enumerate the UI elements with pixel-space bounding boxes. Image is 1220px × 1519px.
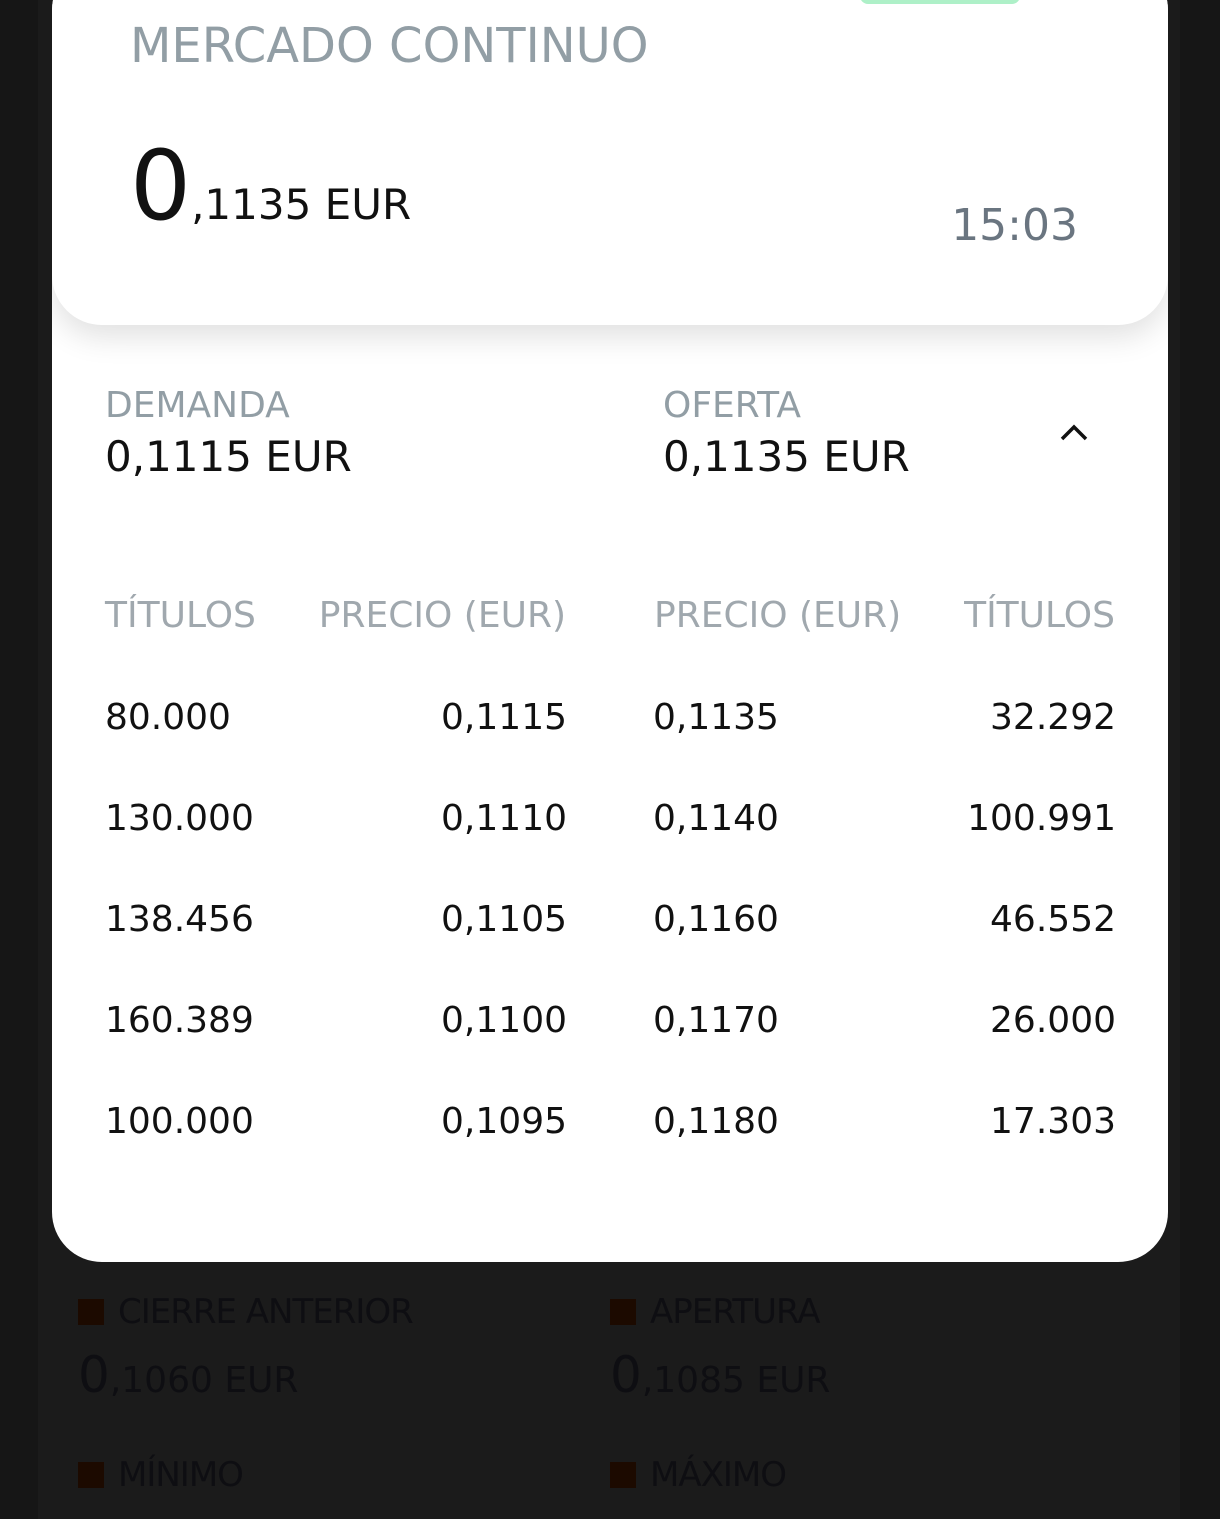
ask-value: 0,1135 EUR bbox=[663, 432, 910, 481]
stat-open: APERTURA 0,1085 EUR bbox=[610, 1292, 830, 1404]
stat-min: MÍNIMO bbox=[78, 1455, 244, 1495]
marker-icon bbox=[78, 1299, 104, 1325]
price-int: 0 bbox=[130, 130, 192, 242]
header-ask-qty: TÍTULOS bbox=[964, 595, 1115, 636]
cell-ask-price: 0,1140 bbox=[653, 798, 779, 839]
stat-label: MÁXIMO bbox=[650, 1455, 787, 1495]
cell-ask-qty: 17.303 bbox=[990, 1101, 1116, 1142]
ask-label: OFERTA bbox=[663, 385, 802, 426]
quote-time: 15:03 bbox=[951, 200, 1078, 251]
quote-card: MERCADO CONTINUO 0,1135 EUR 15:03 DEMAND… bbox=[52, 0, 1168, 1262]
header-ask-price: PRECIO (EUR) bbox=[654, 595, 902, 636]
ask-summary: OFERTA 0,1135 EUR bbox=[663, 385, 910, 481]
market-name: MERCADO CONTINUO bbox=[130, 18, 649, 74]
cell-bid-qty: 130.000 bbox=[105, 798, 254, 839]
cell-bid-qty: 100.000 bbox=[105, 1101, 254, 1142]
cell-ask-price: 0,1160 bbox=[653, 899, 779, 940]
bid-summary: DEMANDA 0,1115 EUR bbox=[105, 385, 352, 481]
cell-ask-qty: 32.292 bbox=[990, 697, 1116, 738]
header-bid-qty: TÍTULOS bbox=[105, 595, 256, 636]
cell-ask-price: 0,1170 bbox=[653, 1000, 779, 1041]
cell-bid-price: 0,1115 bbox=[441, 697, 567, 738]
cell-ask-price: 0,1180 bbox=[653, 1101, 779, 1142]
chevron-up-icon[interactable] bbox=[1056, 415, 1092, 451]
stat-int: 0 bbox=[610, 1346, 642, 1404]
stat-rest: ,1085 EUR bbox=[641, 1360, 831, 1401]
cell-bid-qty: 80.000 bbox=[105, 697, 231, 738]
bid-value: 0,1115 EUR bbox=[105, 432, 352, 481]
header-bid-price: PRECIO (EUR) bbox=[318, 595, 566, 636]
cell-bid-price: 0,1100 bbox=[441, 1000, 567, 1041]
marker-icon bbox=[610, 1299, 636, 1325]
cell-bid-price: 0,1105 bbox=[441, 899, 567, 940]
status-badge bbox=[860, 0, 1020, 4]
cell-ask-qty: 100.991 bbox=[967, 798, 1116, 839]
marker-icon bbox=[610, 1462, 636, 1488]
stat-rest: ,1060 EUR bbox=[109, 1360, 299, 1401]
cell-bid-qty: 160.389 bbox=[105, 1000, 254, 1041]
bid-label: DEMANDA bbox=[105, 385, 290, 426]
stat-max: MÁXIMO bbox=[610, 1455, 787, 1495]
price-rest: ,1135 EUR bbox=[191, 180, 412, 229]
cell-bid-price: 0,1095 bbox=[441, 1101, 567, 1142]
stat-int: 0 bbox=[78, 1346, 110, 1404]
cell-ask-price: 0,1135 bbox=[653, 697, 779, 738]
marker-icon bbox=[78, 1462, 104, 1488]
stat-label: MÍNIMO bbox=[118, 1455, 244, 1495]
cell-bid-qty: 138.456 bbox=[105, 899, 254, 940]
stat-label: CIERRE ANTERIOR bbox=[118, 1292, 414, 1332]
cell-bid-price: 0,1110 bbox=[441, 798, 567, 839]
stat-label: APERTURA bbox=[650, 1292, 821, 1332]
last-price: 0,1135 EUR bbox=[130, 130, 411, 242]
cell-ask-qty: 46.552 bbox=[990, 899, 1116, 940]
stat-previous-close: CIERRE ANTERIOR 0,1060 EUR bbox=[78, 1292, 414, 1404]
cell-ask-qty: 26.000 bbox=[990, 1000, 1116, 1041]
quote-header: MERCADO CONTINUO 0,1135 EUR 15:03 bbox=[52, 0, 1168, 325]
